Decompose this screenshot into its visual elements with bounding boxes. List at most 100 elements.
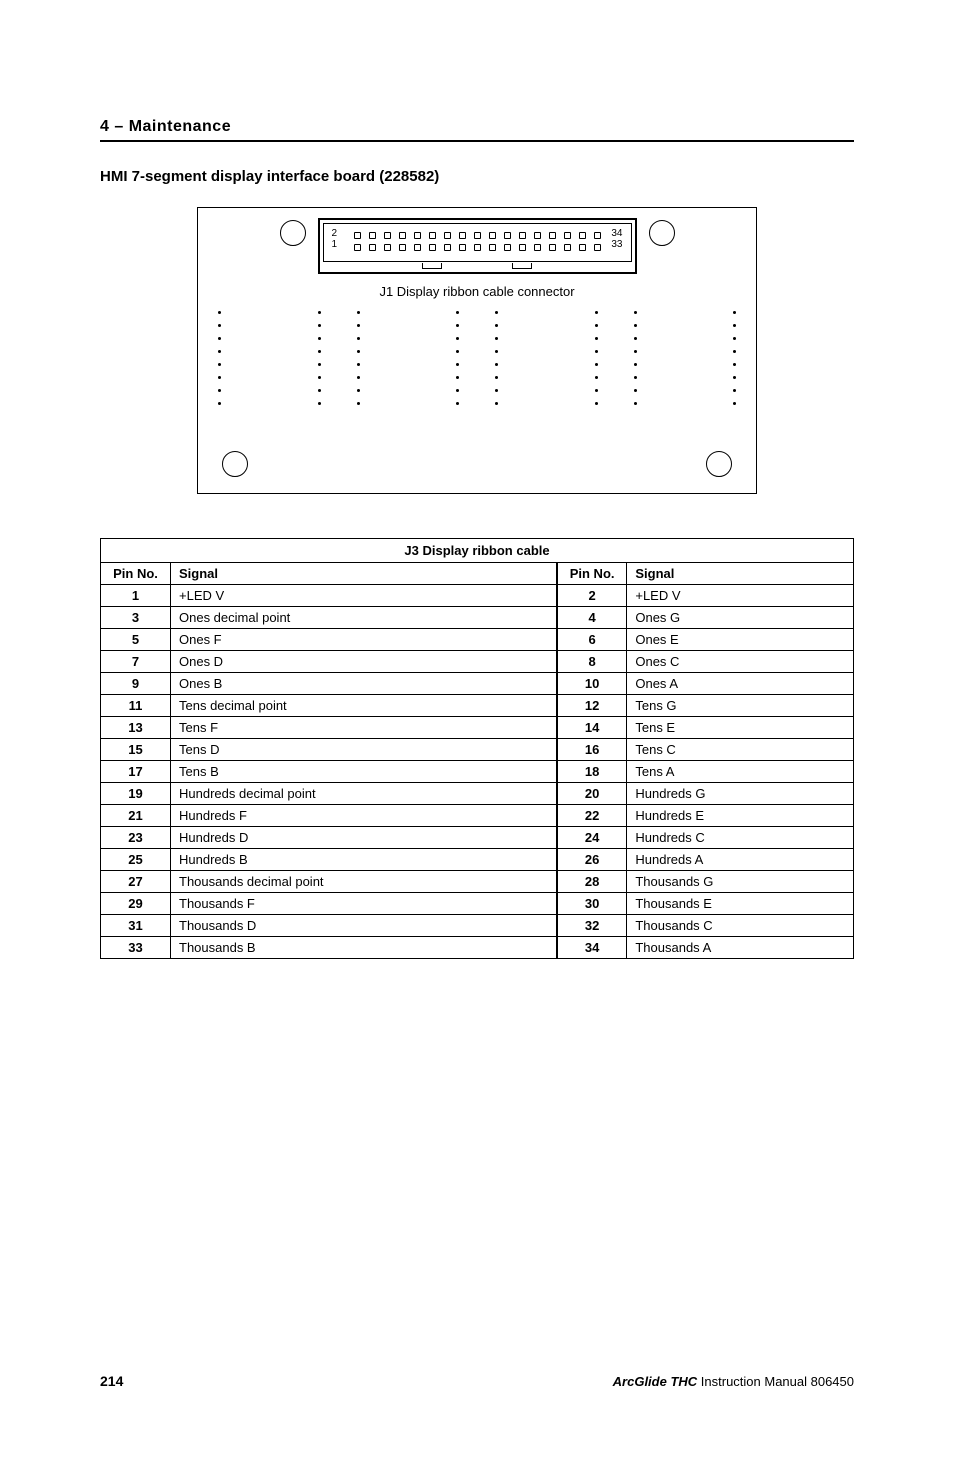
table-row: 13Tens F14Tens E — [101, 717, 854, 739]
led-dot — [218, 311, 221, 314]
diagram-top-row: 2 1 34 33 — [212, 218, 742, 274]
tab — [422, 263, 442, 269]
connector-pin — [384, 232, 391, 239]
led-dot — [733, 363, 736, 366]
pin-cell: 28 — [557, 871, 627, 893]
table-row: 33Thousands B34Thousands A — [101, 937, 854, 959]
signal-cell: Tens B — [171, 761, 557, 783]
connector-pin — [384, 244, 391, 251]
table-row: 5Ones F6Ones E — [101, 629, 854, 651]
pin-cell: 6 — [557, 629, 627, 651]
dot-column — [634, 311, 637, 405]
pin-grid — [332, 230, 623, 253]
pin-cell: 16 — [557, 739, 627, 761]
signal-cell: Hundreds decimal point — [171, 783, 557, 805]
led-dot — [733, 311, 736, 314]
pin-cell: 8 — [557, 651, 627, 673]
led-dot — [357, 337, 360, 340]
pin-cell: 9 — [101, 673, 171, 695]
pin-cell: 29 — [101, 893, 171, 915]
signal-cell: Thousands A — [627, 937, 854, 959]
connector-pin — [444, 244, 451, 251]
pin-cell: 21 — [101, 805, 171, 827]
led-dot — [318, 389, 321, 392]
connector-pin — [579, 232, 586, 239]
pin-cell: 33 — [101, 937, 171, 959]
pin-cell: 2 — [557, 585, 627, 607]
signal-cell: Thousands G — [627, 871, 854, 893]
led-dot — [456, 363, 459, 366]
signal-cell: Thousands F — [171, 893, 557, 915]
led-dot — [595, 363, 598, 366]
table-row: 3Ones decimal point4Ones G — [101, 607, 854, 629]
connector-pin — [549, 244, 556, 251]
led-dot — [495, 311, 498, 314]
connector-pin — [519, 232, 526, 239]
led-dot — [495, 376, 498, 379]
signal-cell: Tens E — [627, 717, 854, 739]
led-dot — [218, 363, 221, 366]
led-dot — [357, 389, 360, 392]
table-row: 15Tens D16Tens C — [101, 739, 854, 761]
connector-pin — [459, 232, 466, 239]
signal-cell: Hundreds A — [627, 849, 854, 871]
led-dot — [595, 337, 598, 340]
pin-label-1: 1 — [332, 239, 338, 250]
led-dot — [634, 363, 637, 366]
mount-hole-bottom-left — [222, 451, 248, 477]
led-dot — [318, 337, 321, 340]
signal-cell: Hundreds E — [627, 805, 854, 827]
table-title: J3 Display ribbon cable — [101, 539, 854, 563]
pin-cell: 20 — [557, 783, 627, 805]
led-dot — [357, 363, 360, 366]
led-dot — [595, 324, 598, 327]
connector-pin — [444, 232, 451, 239]
dot-group — [318, 311, 360, 405]
led-dot — [456, 376, 459, 379]
led-dot — [218, 402, 221, 405]
connector-pin — [504, 244, 511, 251]
dot-column — [495, 311, 498, 405]
signal-cell: Ones C — [627, 651, 854, 673]
led-dot — [218, 389, 221, 392]
dot-group — [595, 311, 637, 405]
led-dot — [733, 389, 736, 392]
signal-cell: Tens D — [171, 739, 557, 761]
led-dot — [733, 324, 736, 327]
connector-pin — [399, 232, 406, 239]
doc-suffix: Instruction Manual 806450 — [697, 1374, 854, 1389]
signal-cell: Hundreds B — [171, 849, 557, 871]
pin-cell: 26 — [557, 849, 627, 871]
pin-cell: 11 — [101, 695, 171, 717]
pin-cell: 23 — [101, 827, 171, 849]
led-dot — [318, 311, 321, 314]
page-number: 214 — [100, 1373, 123, 1389]
pin-cell: 31 — [101, 915, 171, 937]
signal-cell: Hundreds G — [627, 783, 854, 805]
dot-column — [218, 311, 221, 405]
signal-cell: Tens A — [627, 761, 854, 783]
connector-pin — [399, 244, 406, 251]
led-dot — [456, 350, 459, 353]
brand-name: ArcGlide THC — [613, 1374, 698, 1389]
connector-label: J1 Display ribbon cable connector — [212, 284, 742, 299]
led-dot — [318, 376, 321, 379]
led-dot — [218, 376, 221, 379]
led-dot — [318, 324, 321, 327]
section-title: 4 – Maintenance — [100, 118, 231, 136]
led-dot — [495, 363, 498, 366]
pin-cell: 5 — [101, 629, 171, 651]
led-dot — [456, 311, 459, 314]
dot-column — [456, 311, 459, 405]
table-row: 9Ones B10Ones A — [101, 673, 854, 695]
led-dot — [733, 350, 736, 353]
led-dot — [634, 324, 637, 327]
pin-numbers-right: 34 33 — [611, 228, 622, 250]
led-dot — [595, 376, 598, 379]
pin-cell: 12 — [557, 695, 627, 717]
signal-cell: Ones A — [627, 673, 854, 695]
dot-group — [456, 311, 498, 405]
connector-pin — [594, 232, 601, 239]
signal-cell: Tens G — [627, 695, 854, 717]
table-row: 1+LED V2+LED V — [101, 585, 854, 607]
